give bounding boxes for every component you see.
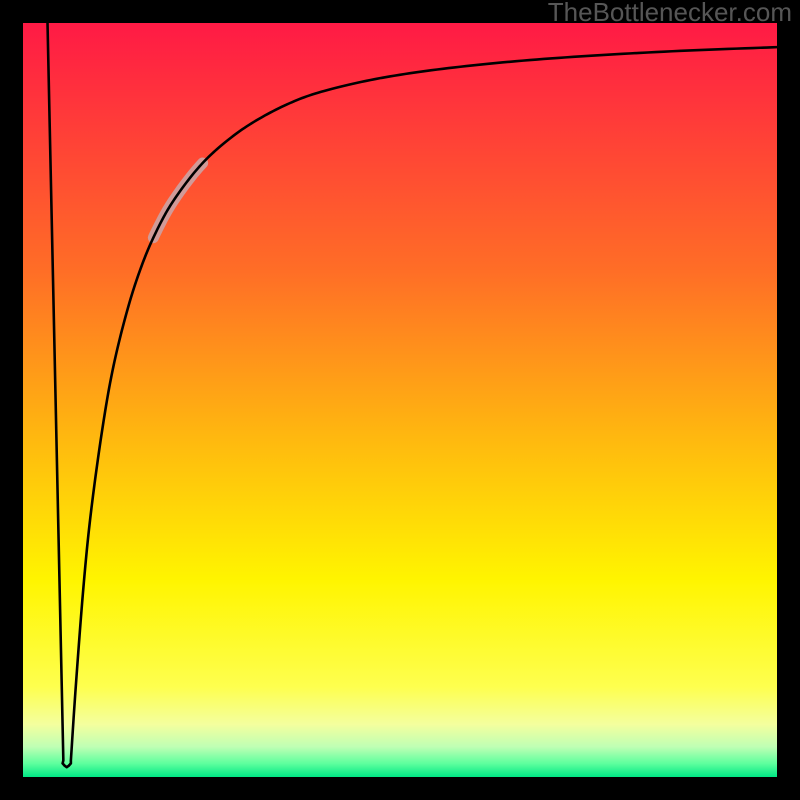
- bottleneck-curve-layer: [0, 0, 800, 800]
- bottleneck-chart: TheBottlenecker.com: [0, 0, 800, 800]
- curve-highlight-segment: [153, 163, 202, 238]
- watermark-source-label: TheBottlenecker.com: [548, 0, 792, 28]
- bottleneck-curve: [48, 23, 777, 767]
